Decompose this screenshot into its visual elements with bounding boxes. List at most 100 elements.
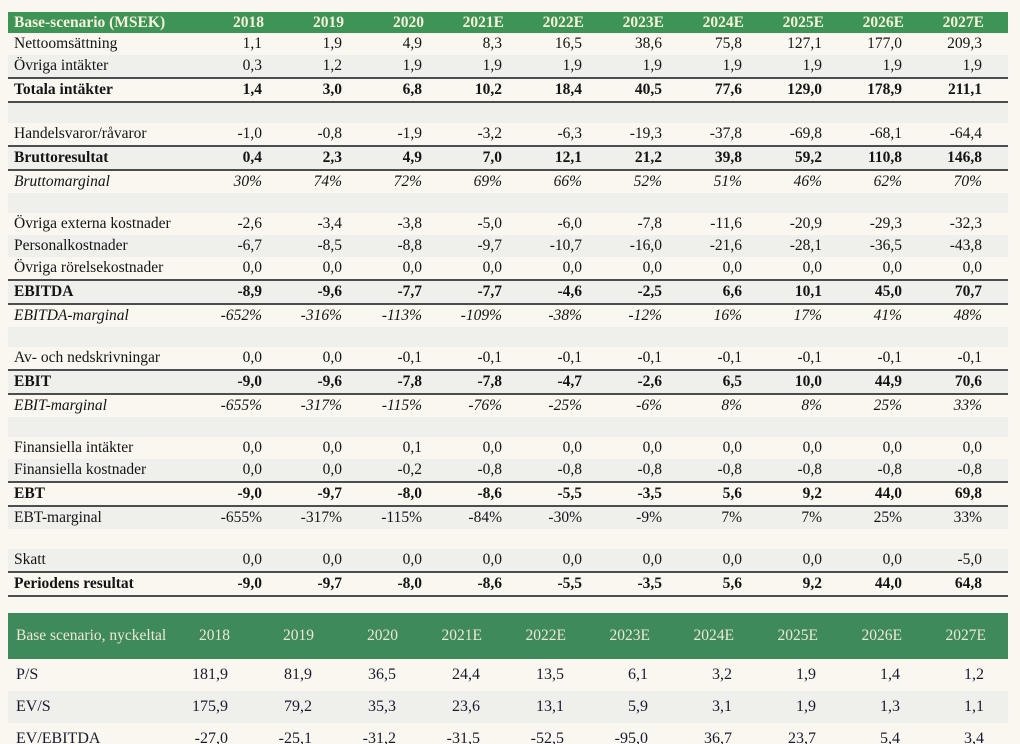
value-cell: 17%	[793, 307, 822, 324]
value-cell: -0,2	[397, 461, 422, 478]
year-header: 2027E	[928, 12, 1008, 33]
year-header: 2018	[168, 613, 252, 659]
spacer-row	[8, 102, 1008, 123]
value-cell: -32,3	[949, 215, 982, 232]
value-cell: -2,6	[608, 369, 688, 395]
table-row: EBT-marginal -655% -317% -115% -84% -30% -9% 7%…	[8, 506, 1008, 529]
value-cell: 4,9	[368, 145, 448, 171]
value-cell: 0,0	[722, 551, 742, 568]
value-cell: 51%	[713, 173, 742, 190]
value-cell	[448, 529, 528, 549]
value-cell: -0,8	[877, 461, 902, 478]
value-cell: -52,5	[530, 730, 564, 744]
table-row: Personalkostnader -6,7 -8,5 -8,8 -9,7 -10,7 -1…	[8, 235, 1008, 257]
value-cell	[848, 529, 928, 549]
value-cell: 0,0	[322, 259, 342, 276]
spacer-row	[8, 417, 1008, 437]
value-cell	[208, 417, 288, 437]
value-cell	[368, 529, 448, 549]
value-cell: 1,1	[242, 35, 262, 52]
value-cell: 0,0	[642, 259, 662, 276]
value-cell: 59,2	[768, 145, 848, 171]
value-cell: -5,0	[957, 551, 982, 568]
table-row: EV/S 175,9 79,2 35,3 23,6 13,1 5,9 3,1 1,9 1,3 1,1	[8, 691, 1008, 723]
value-cell	[768, 417, 848, 437]
value-cell	[368, 327, 448, 347]
row-label: Personalkostnader	[14, 237, 128, 254]
table-row: EBIT -9,0 -9,6 -7,8 -7,8 -4,7 -2,6 6,5 10,0 44,9 7…	[8, 369, 1008, 395]
value-cell	[448, 327, 528, 347]
year-header: 2022E	[528, 12, 608, 33]
value-cell: 1,3	[880, 698, 900, 715]
value-cell: -69,8	[789, 125, 822, 142]
value-cell: -7,8	[637, 215, 662, 232]
table-row: Skatt 0,0 0,0 0,0 0,0 0,0 0,0 0,0 0,0 0,0 -5,0	[8, 549, 1008, 572]
value-cell: 44,9	[848, 369, 928, 395]
value-cell: -9,0	[208, 481, 288, 507]
value-cell: 1,9	[482, 57, 502, 74]
value-cell: 0,0	[722, 439, 742, 456]
value-cell	[288, 193, 368, 213]
value-cell: 48%	[953, 307, 982, 324]
value-cell: 44,0	[848, 481, 928, 507]
value-cell: 0,0	[722, 259, 742, 276]
value-cell: 1,9	[402, 57, 422, 74]
value-cell: -109%	[460, 307, 502, 324]
value-cell: 41%	[873, 307, 902, 324]
value-cell	[848, 417, 928, 437]
value-cell: 0,0	[322, 551, 342, 568]
value-cell	[528, 102, 608, 123]
value-cell: -0,8	[477, 461, 502, 478]
value-cell: 25%	[873, 397, 902, 414]
row-label	[8, 417, 208, 437]
year-header: 2019	[288, 12, 368, 33]
value-cell: 0,0	[562, 551, 582, 568]
value-cell: 81,9	[284, 666, 312, 683]
spacer-row	[8, 327, 1008, 347]
value-cell: 0,3	[242, 57, 262, 74]
value-cell: -317%	[300, 509, 342, 526]
value-cell	[768, 193, 848, 213]
value-cell: 178,9	[848, 77, 928, 103]
value-cell: 0,0	[882, 439, 902, 456]
value-cell: 66%	[553, 173, 582, 190]
year-header: 2023E	[588, 613, 672, 659]
value-cell: 30%	[233, 173, 262, 190]
value-cell	[288, 417, 368, 437]
value-cell: -5,0	[477, 215, 502, 232]
value-cell: 1,9	[642, 57, 662, 74]
row-label: EBITDA	[8, 279, 208, 305]
value-cell: -8,6	[448, 481, 528, 507]
year-header: 2025E	[768, 12, 848, 33]
value-cell: -0,1	[477, 349, 502, 366]
value-cell: 1,9	[322, 35, 342, 52]
value-cell: 0,0	[242, 461, 262, 478]
value-cell	[208, 102, 288, 123]
row-label: Övriga rörelsekostnader	[14, 259, 164, 276]
value-cell: -9,6	[288, 369, 368, 395]
value-cell	[768, 529, 848, 549]
table-row: EBIT-marginal -655% -317% -115% -76% -25% -6% 8…	[8, 394, 1008, 417]
row-label: EBT-marginal	[14, 509, 102, 526]
year-header: 2026E	[848, 12, 928, 33]
value-cell: 0,0	[482, 439, 502, 456]
value-cell	[208, 529, 288, 549]
value-cell	[288, 529, 368, 549]
value-cell	[608, 102, 688, 123]
value-cell: 0,0	[642, 551, 662, 568]
value-cell: -19,3	[629, 125, 662, 142]
value-cell: 24,4	[452, 666, 480, 683]
value-cell: 69%	[473, 173, 502, 190]
value-cell: 13,5	[536, 666, 564, 683]
value-cell	[688, 327, 768, 347]
row-label	[8, 327, 208, 347]
value-cell: -3,5	[608, 571, 688, 597]
value-cell: 181,9	[192, 666, 228, 683]
row-label: Handelsvaror/råvaror	[14, 125, 147, 142]
value-cell: -68,1	[869, 125, 902, 142]
value-cell	[368, 102, 448, 123]
key-figures-body: P/S 181,9 81,9 36,5 24,4 13,5 6,1 3,2 1,9 1,4 1,2 E…	[8, 659, 1008, 744]
value-cell: 0,0	[402, 551, 422, 568]
value-cell: 70%	[953, 173, 982, 190]
